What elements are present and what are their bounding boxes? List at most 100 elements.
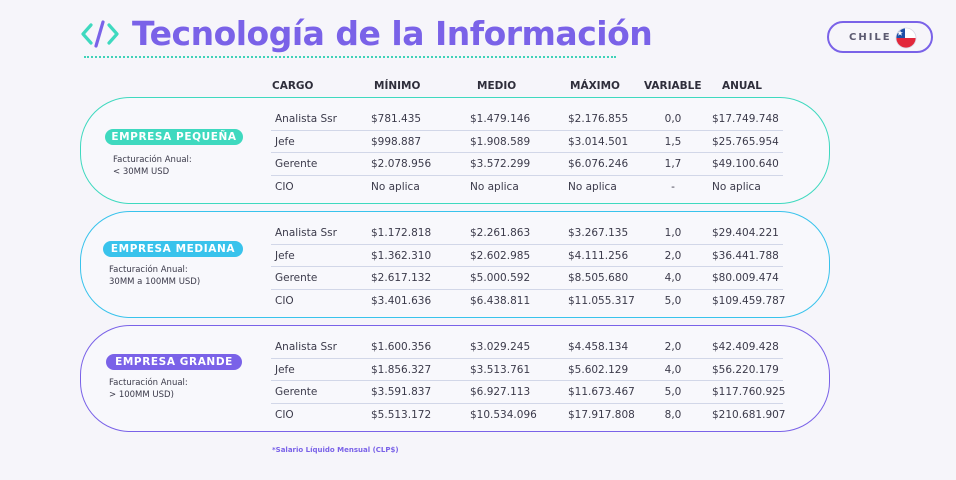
cell-maximo: $6.076.246 <box>568 158 629 171</box>
group-description: Facturación Anual: < 30MM USD <box>113 154 192 178</box>
cell-maximo: $4.458.134 <box>568 341 629 353</box>
table-row: Jefe $1.362.310 $2.602.985 $4.111.256 2,… <box>271 245 783 268</box>
cell-variable: 5,0 <box>664 386 682 399</box>
cell-variable: 5,0 <box>664 295 682 308</box>
table-row: CIO $3.401.636 $6.438.811 $11.055.317 5,… <box>271 290 786 313</box>
cell-anual: $117.760.925 <box>712 386 786 399</box>
code-brackets-icon <box>81 19 119 48</box>
desc-line-2: > 100MM USD) <box>109 390 174 400</box>
cell-maximo: $17.917.808 <box>568 409 635 422</box>
cell-medio: $6.438.811 <box>470 295 531 308</box>
cell-cargo: CIO <box>275 409 294 422</box>
desc-line-2: 30MM a 100MM USD) <box>109 277 201 287</box>
cell-medio: $3.029.245 <box>470 341 531 353</box>
cell-minimo: $5.513.172 <box>371 409 432 422</box>
cell-minimo: $3.591.837 <box>371 386 432 399</box>
cell-minimo: $1.600.356 <box>371 341 432 353</box>
cell-variable: 4,0 <box>664 363 682 376</box>
cell-anual: No aplica <box>712 181 761 194</box>
cell-maximo: $11.055.317 <box>568 295 635 308</box>
cell-minimo: $1.856.327 <box>371 363 432 376</box>
cell-maximo: $2.176.855 <box>568 113 629 125</box>
cell-cargo: Analista Ssr <box>275 113 337 125</box>
cell-medio: $2.602.985 <box>470 249 531 262</box>
cell-cargo: Jefe <box>275 249 295 262</box>
country-selector[interactable]: CHILE <box>827 21 933 53</box>
cell-cargo: Gerente <box>275 272 318 285</box>
cell-medio: $2.261.863 <box>470 227 531 239</box>
table-row: Gerente $2.617.132 $5.000.592 $8.505.680… <box>271 267 783 291</box>
cell-anual: $36.441.788 <box>712 249 779 262</box>
table-row: Jefe $998.887 $1.908.589 $3.014.501 1,5 … <box>271 131 783 154</box>
footnote: *Salario Líquido Mensual (CLP$) <box>272 446 399 454</box>
table-row: Gerente $3.591.837 $6.927.113 $11.673.46… <box>271 381 786 405</box>
cell-cargo: CIO <box>275 181 294 194</box>
desc-line-1: Facturación Anual: <box>109 378 188 388</box>
cell-minimo: $3.401.636 <box>371 295 432 308</box>
desc-line-1: Facturación Anual: <box>113 155 192 165</box>
cell-cargo: CIO <box>275 295 294 308</box>
cell-cargo: Jefe <box>275 363 295 376</box>
title-underline <box>84 56 616 58</box>
table-row: Analista Ssr $1.172.818 $2.261.863 $3.26… <box>271 222 783 245</box>
cell-cargo: Gerente <box>275 158 318 171</box>
group-empresa-pequena: EMPRESA PEQUEÑA Facturación Anual: < 30M… <box>80 97 830 204</box>
header-minimo: MÍNIMO <box>374 80 421 92</box>
salary-rows: Analista Ssr $1.172.818 $2.261.863 $3.26… <box>271 222 786 313</box>
page-title: Tecnología de la Información <box>132 14 653 53</box>
header-cargo: CARGO <box>272 80 314 92</box>
chile-flag-icon <box>895 27 917 49</box>
cell-medio: $1.908.589 <box>470 135 531 148</box>
cell-variable: 0,0 <box>664 113 682 125</box>
cell-anual: $42.409.428 <box>712 341 779 353</box>
cell-variable: - <box>671 181 675 194</box>
cell-maximo: $4.111.256 <box>568 249 629 262</box>
cell-cargo: Jefe <box>275 135 295 148</box>
header-variable: VARIABLE <box>644 80 702 92</box>
header-anual: ANUAL <box>722 80 762 92</box>
cell-minimo: $998.887 <box>371 135 422 148</box>
table-header: CARGO MÍNIMO MEDIO MÁXIMO VARIABLE ANUAL <box>0 80 956 94</box>
cell-cargo: Analista Ssr <box>275 227 337 239</box>
desc-line-2: < 30MM USD <box>113 167 170 177</box>
cell-minimo: $1.362.310 <box>371 249 432 262</box>
cell-anual: $56.220.179 <box>712 363 779 376</box>
cell-variable: 4,0 <box>664 272 682 285</box>
cell-maximo: $11.673.467 <box>568 386 635 399</box>
group-badge: EMPRESA GRANDE <box>106 354 242 370</box>
cell-medio: $3.572.299 <box>470 158 531 171</box>
cell-variable: 1,5 <box>664 135 682 148</box>
cell-maximo: $3.014.501 <box>568 135 629 148</box>
cell-medio: $10.534.096 <box>470 409 537 422</box>
group-empresa-mediana: EMPRESA MEDIANA Facturación Anual: 30MM … <box>80 211 830 318</box>
table-row: Gerente $2.078.956 $3.572.299 $6.076.246… <box>271 153 783 177</box>
cell-cargo: Gerente <box>275 386 318 399</box>
group-description: Facturación Anual: > 100MM USD) <box>109 377 188 401</box>
cell-variable: 2,0 <box>664 249 682 262</box>
header-medio: MEDIO <box>477 80 517 92</box>
cell-anual: $49.100.640 <box>712 158 779 171</box>
cell-medio: No aplica <box>470 181 519 194</box>
cell-variable: 1,7 <box>664 158 682 171</box>
group-badge: EMPRESA PEQUEÑA <box>105 129 243 145</box>
cell-maximo: No aplica <box>568 181 617 194</box>
cell-medio: $5.000.592 <box>470 272 531 285</box>
table-row: CIO $5.513.172 $10.534.096 $17.917.808 8… <box>271 404 785 427</box>
cell-maximo: $5.602.129 <box>568 363 629 376</box>
cell-anual: $109.459.787 <box>712 295 786 308</box>
page-header: Tecnología de la Información <box>80 14 653 53</box>
cell-maximo: $8.505.680 <box>568 272 629 285</box>
cell-variable: 2,0 <box>664 341 682 353</box>
group-empresa-grande: EMPRESA GRANDE Facturación Anual: > 100M… <box>80 325 830 432</box>
header-maximo: MÁXIMO <box>570 80 620 92</box>
cell-minimo: $2.078.956 <box>371 158 432 171</box>
table-row: Analista Ssr $781.435 $1.479.146 $2.176.… <box>271 108 783 131</box>
cell-anual: $29.404.221 <box>712 227 779 239</box>
cell-minimo: $781.435 <box>371 113 422 125</box>
cell-maximo: $3.267.135 <box>568 227 629 239</box>
group-description: Facturación Anual: 30MM a 100MM USD) <box>109 264 200 288</box>
table-row: Analista Ssr $1.600.356 $3.029.245 $4.45… <box>271 336 783 359</box>
cell-variable: 1,0 <box>664 227 682 239</box>
desc-line-1: Facturación Anual: <box>109 265 188 275</box>
cell-anual: $17.749.748 <box>712 113 779 125</box>
